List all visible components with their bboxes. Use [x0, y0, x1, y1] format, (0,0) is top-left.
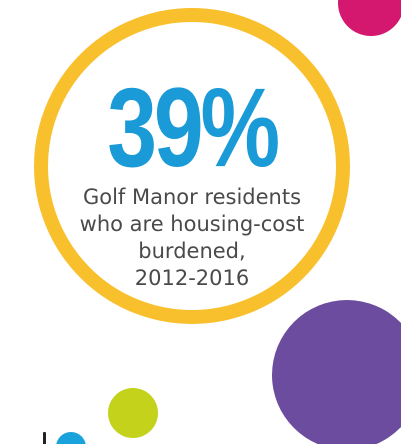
- stat-caption: Golf Manor residents who are housing-cos…: [62, 184, 322, 292]
- caption-line: Golf Manor residents: [82, 185, 302, 209]
- stat-content: 39% Golf Manor residents who are housing…: [48, 65, 336, 292]
- blue-circle-icon: [56, 432, 86, 444]
- lime-circle-icon: [108, 388, 158, 438]
- purple-circle-icon: [272, 300, 401, 444]
- caption-line: burdened,: [138, 239, 246, 263]
- stat-ring: 39% Golf Manor residents who are housing…: [34, 8, 350, 324]
- caption-line: 2012-2016: [134, 266, 250, 290]
- dark-mark: [43, 432, 46, 444]
- stat-value: 39%: [107, 65, 280, 190]
- caption-line: who are housing-cost: [79, 212, 305, 236]
- magenta-circle-icon: [338, 0, 401, 36]
